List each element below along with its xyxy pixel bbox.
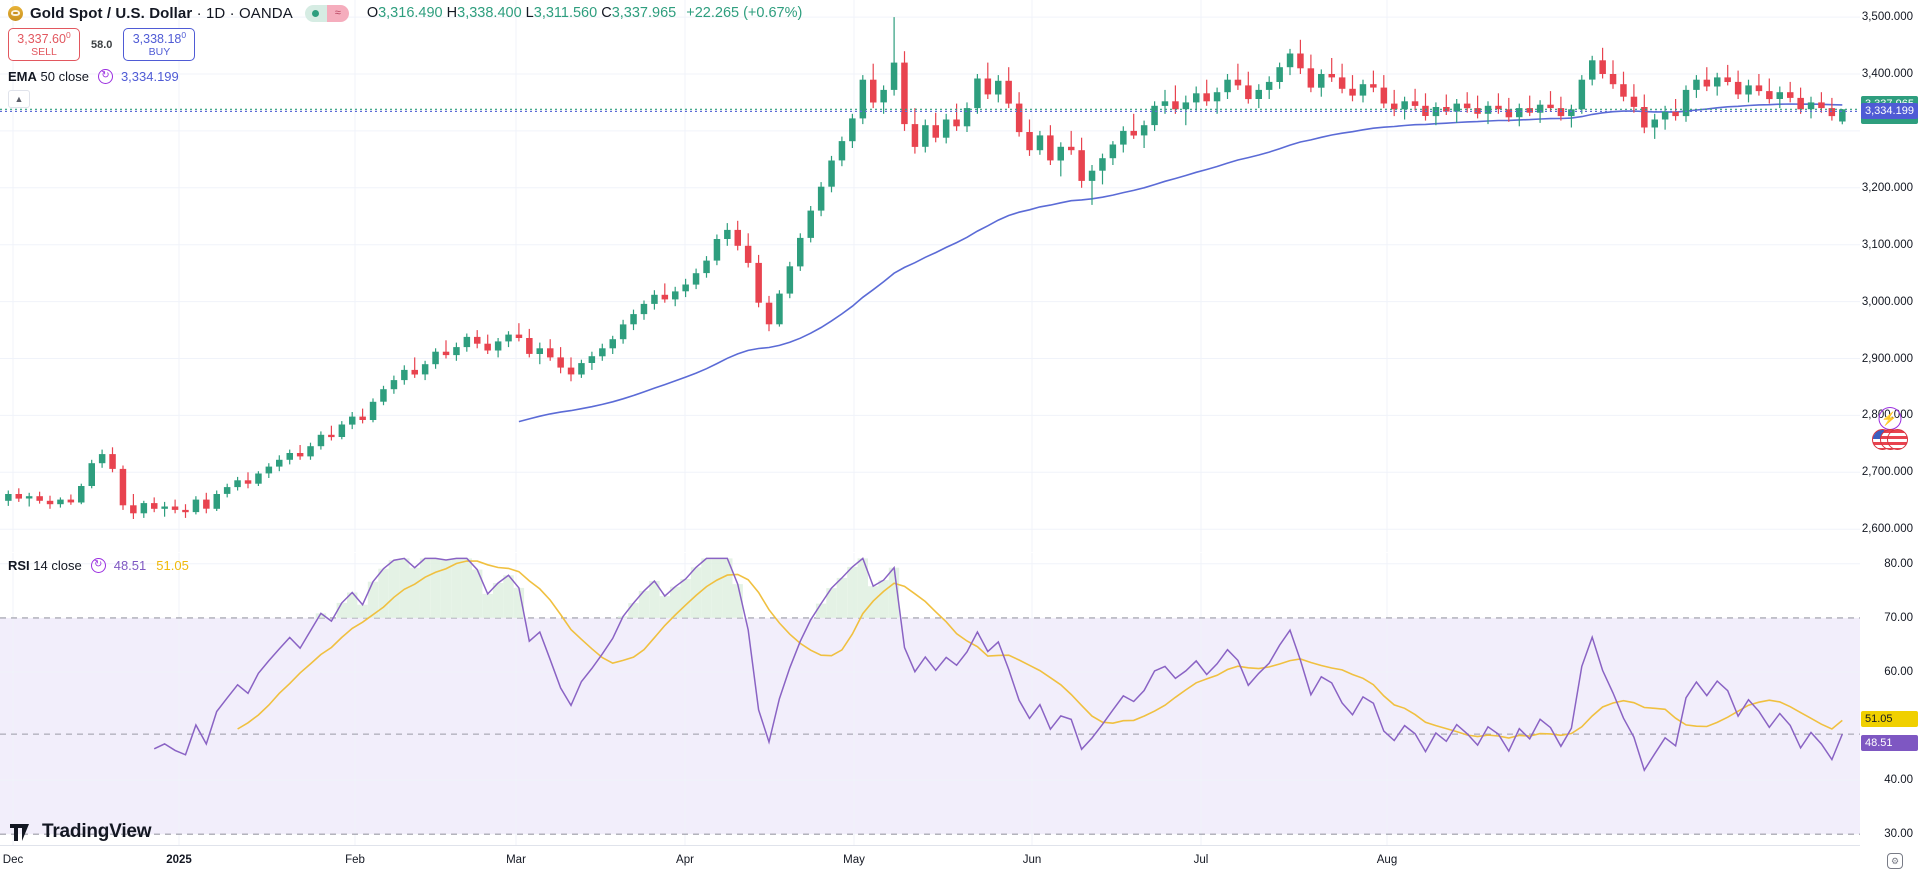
- buy-price: 3,338.18: [132, 32, 182, 46]
- sell-button[interactable]: 3,337.600 SELL: [8, 28, 80, 61]
- rsi-ma-value: 51.05: [156, 557, 189, 573]
- time-axis-tick: Dec: [2, 854, 24, 866]
- time-axis-tick: Apr: [676, 854, 694, 866]
- time-axis-tick: Mar: [506, 854, 526, 866]
- price-axis-tick: 3,100.000: [1861, 238, 1913, 251]
- rsi-legend: RSI 14 close ↻ 48.51 51.05: [8, 555, 189, 575]
- price-pane[interactable]: [0, 0, 1860, 552]
- price-axis-tick: 2,700.000: [1861, 466, 1913, 479]
- time-axis-tick: Jun: [1022, 854, 1042, 866]
- open-value: 3,316.490: [378, 5, 443, 21]
- rsi-series: [0, 553, 1860, 845]
- price-axis-tick: 2,600.000: [1861, 523, 1913, 536]
- trade-bar: 3,337.600 SELL 58.0 3,338.180 BUY: [8, 28, 802, 61]
- spread-value: 58.0: [91, 38, 113, 51]
- ohlc-values: O3,316.490 H3,338.400 L3,311.560 C3,337.…: [367, 5, 803, 21]
- open-label: O: [366, 5, 379, 21]
- low-label: L: [525, 5, 534, 21]
- rsi-value-badge: 48.51: [1861, 735, 1918, 752]
- time-axis-tick: Feb: [345, 854, 365, 866]
- price-axis[interactable]: 3,500.000 3,400.000 3,200.000 3,100.000 3,00…: [1860, 0, 1919, 874]
- sell-price: 3,337.60: [17, 32, 66, 46]
- symbol-separator-2: ·: [225, 4, 239, 22]
- price-axis-tick: 3,000.000: [1861, 295, 1913, 308]
- rsi-axis-tick: 40.00: [1884, 774, 1913, 787]
- time-axis-tick: May: [843, 854, 865, 866]
- us-flags-icon[interactable]: [1871, 429, 1908, 450]
- time-axis-tick: Jul: [1193, 854, 1209, 866]
- price-axis-tick: 3,400.000: [1861, 67, 1913, 80]
- time-axis-tick: Aug: [1376, 854, 1398, 866]
- rsi-title: RSI 14 close: [8, 558, 82, 573]
- tradingview-logo-text: TradingView: [42, 821, 152, 842]
- time-axis-tick: 2025: [166, 854, 192, 866]
- time-axis[interactable]: Dec 2025 Feb Mar Apr May Jun Jul Aug: [0, 845, 1860, 874]
- symbol-label: Gold Spot / U.S. Dollar: [30, 4, 193, 22]
- sell-label: SELL: [31, 46, 57, 59]
- ema-value: 3,334.199: [120, 68, 179, 84]
- tradingview-logo-icon: TradingView: [10, 821, 152, 843]
- symbol-separator: ·: [192, 4, 206, 22]
- ema-title: EMA 50 close: [8, 69, 89, 84]
- chevron-up-icon[interactable]: ▲: [8, 90, 30, 108]
- buy-label: BUY: [148, 46, 171, 59]
- low-value: 3,311.560: [533, 5, 598, 21]
- rsi-axis-tick: 80.00: [1884, 557, 1913, 570]
- high-label: H: [446, 5, 458, 21]
- green-dot-icon: [304, 4, 327, 22]
- rsi-params: 14 close: [33, 557, 82, 573]
- refresh-icon[interactable]: ↻: [97, 68, 113, 84]
- close-value: 3,337.965: [611, 5, 677, 21]
- close-label: C: [601, 5, 612, 21]
- price-axis-tick: 3,500.000: [1861, 11, 1913, 24]
- buy-button[interactable]: 3,338.180 BUY: [123, 28, 196, 61]
- rsi-pane[interactable]: [0, 553, 1860, 845]
- chart-legend: Gold Spot / U.S. Dollar · 1D · OANDA ≈ O…: [8, 2, 802, 108]
- gear-icon[interactable]: ⚙: [1887, 853, 1903, 869]
- price-axis-tick: 2,900.000: [1861, 352, 1913, 365]
- rsi-axis-tick: 30.00: [1884, 828, 1913, 841]
- ema-price-badge: 3,334.199: [1861, 103, 1918, 120]
- lightning-bolt-icon[interactable]: ⚡: [1878, 407, 1901, 430]
- rsi-value: 48.51: [113, 557, 147, 573]
- price-candles: [0, 0, 1860, 552]
- interval-label[interactable]: 1D: [205, 4, 226, 22]
- exchange-label: OANDA: [238, 4, 293, 22]
- rsi-axis-tick: 70.00: [1884, 611, 1913, 624]
- indicator-legend-rsi[interactable]: RSI 14 close ↻ 48.51 51.05: [8, 555, 189, 575]
- ema-name: EMA: [8, 68, 37, 84]
- change-value: +22.265 (+0.67%): [686, 5, 803, 21]
- symbol-name[interactable]: Gold Spot / U.S. Dollar · 1D · OANDA: [30, 5, 293, 22]
- symbol-row[interactable]: Gold Spot / U.S. Dollar · 1D · OANDA ≈ O…: [8, 2, 802, 24]
- rsi-axis-tick: 60.00: [1884, 665, 1913, 678]
- price-axis-tick: 3,200.000: [1861, 181, 1913, 194]
- chart-status-pill[interactable]: ≈: [304, 4, 349, 22]
- high-value: 3,338.400: [457, 5, 522, 21]
- indicator-legend-ema[interactable]: EMA 50 close ↻ 3,334.199: [8, 66, 802, 86]
- approx-wave-icon: ≈: [326, 4, 349, 22]
- sell-price-sup: 0: [65, 29, 71, 40]
- gold-coin-icon: [8, 5, 23, 21]
- rsi-ma-badge: 51.05: [1861, 711, 1918, 728]
- rsi-name: RSI: [8, 557, 30, 573]
- refresh-icon[interactable]: ↻: [90, 557, 106, 573]
- buy-price-sup: 0: [181, 29, 187, 40]
- ema-params: 50 close: [40, 68, 89, 84]
